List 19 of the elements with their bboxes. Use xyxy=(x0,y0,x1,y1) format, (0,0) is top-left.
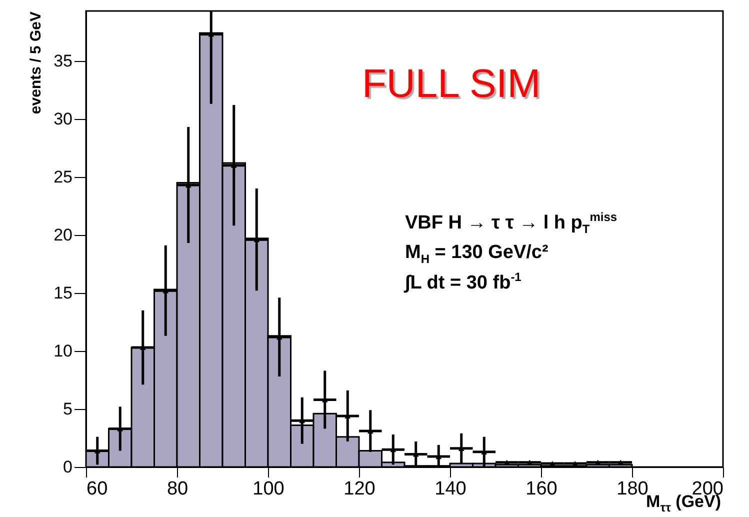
y-tick-label: 15 xyxy=(54,283,72,302)
x-tick-label: 100 xyxy=(252,478,284,500)
y-tick-label: 20 xyxy=(54,225,72,244)
y-tick-label: 25 xyxy=(54,167,72,186)
annotation: M$_{H}$ = 130 GeV/c² xyxy=(405,242,548,266)
y-tick-label: 5 xyxy=(63,399,72,418)
annotation: ∫L dt = 30 fb$^{-1}$ xyxy=(405,270,522,294)
y-tick-label: 0 xyxy=(63,458,72,476)
annotation: FULL SIM xyxy=(362,62,541,107)
x-tick-label: 160 xyxy=(526,478,558,500)
x-tick-label: 120 xyxy=(344,478,376,500)
x-tick-label: 80 xyxy=(166,478,188,500)
y-axis-title: events / 5 GeV xyxy=(28,12,45,114)
y-tick-label: 35 xyxy=(54,51,72,70)
x-tick-label: 140 xyxy=(434,478,466,500)
x-tick-label: 60 xyxy=(86,478,108,500)
y-tick-label: 10 xyxy=(54,341,72,360)
y-tick-label: 30 xyxy=(54,109,72,128)
x-tick-label: 180 xyxy=(616,478,648,500)
